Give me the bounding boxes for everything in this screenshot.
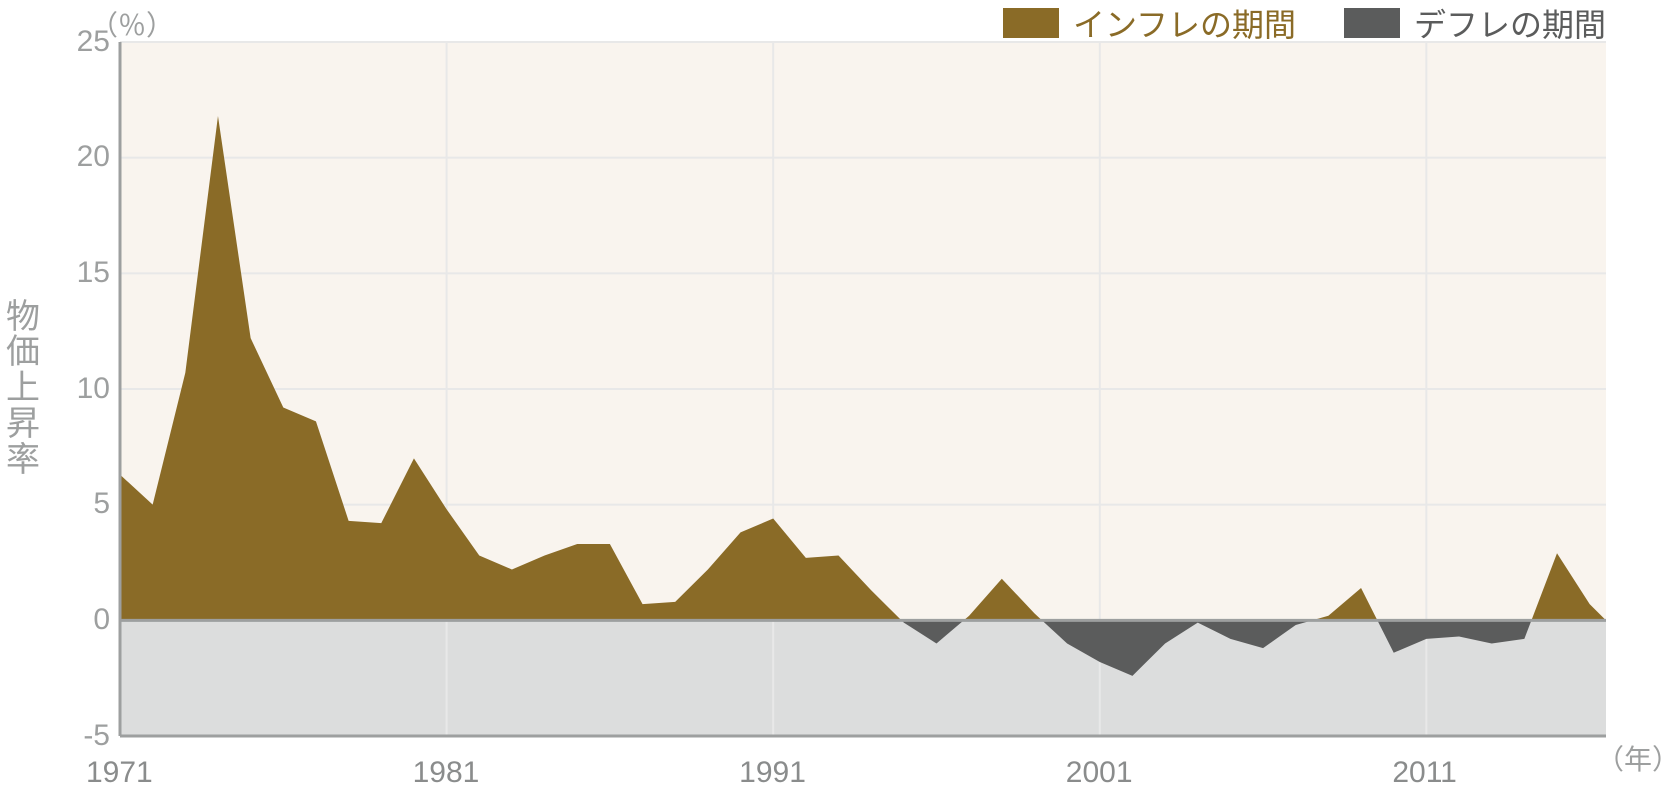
chart-plot (0, 0, 1680, 812)
x-tick-label: 2011 (1392, 756, 1457, 790)
x-tick-label: 1971 (86, 756, 153, 790)
y-tick-label: 25 (50, 25, 110, 59)
x-tick-label: 1981 (413, 756, 480, 790)
x-tick-label: 2001 (1066, 756, 1133, 790)
y-tick-label: -5 (50, 719, 110, 753)
chart-root: インフレの期間 デフレの期間 （％） 物価上昇率 （年） -5051015202… (0, 0, 1680, 812)
y-tick-label: 5 (50, 487, 110, 521)
y-tick-label: 10 (50, 372, 110, 406)
y-tick-label: 0 (50, 603, 110, 637)
y-tick-label: 15 (50, 256, 110, 290)
x-tick-label: 1991 (739, 756, 806, 790)
plot-bg-below-zero (120, 620, 1606, 736)
y-tick-label: 20 (50, 140, 110, 174)
